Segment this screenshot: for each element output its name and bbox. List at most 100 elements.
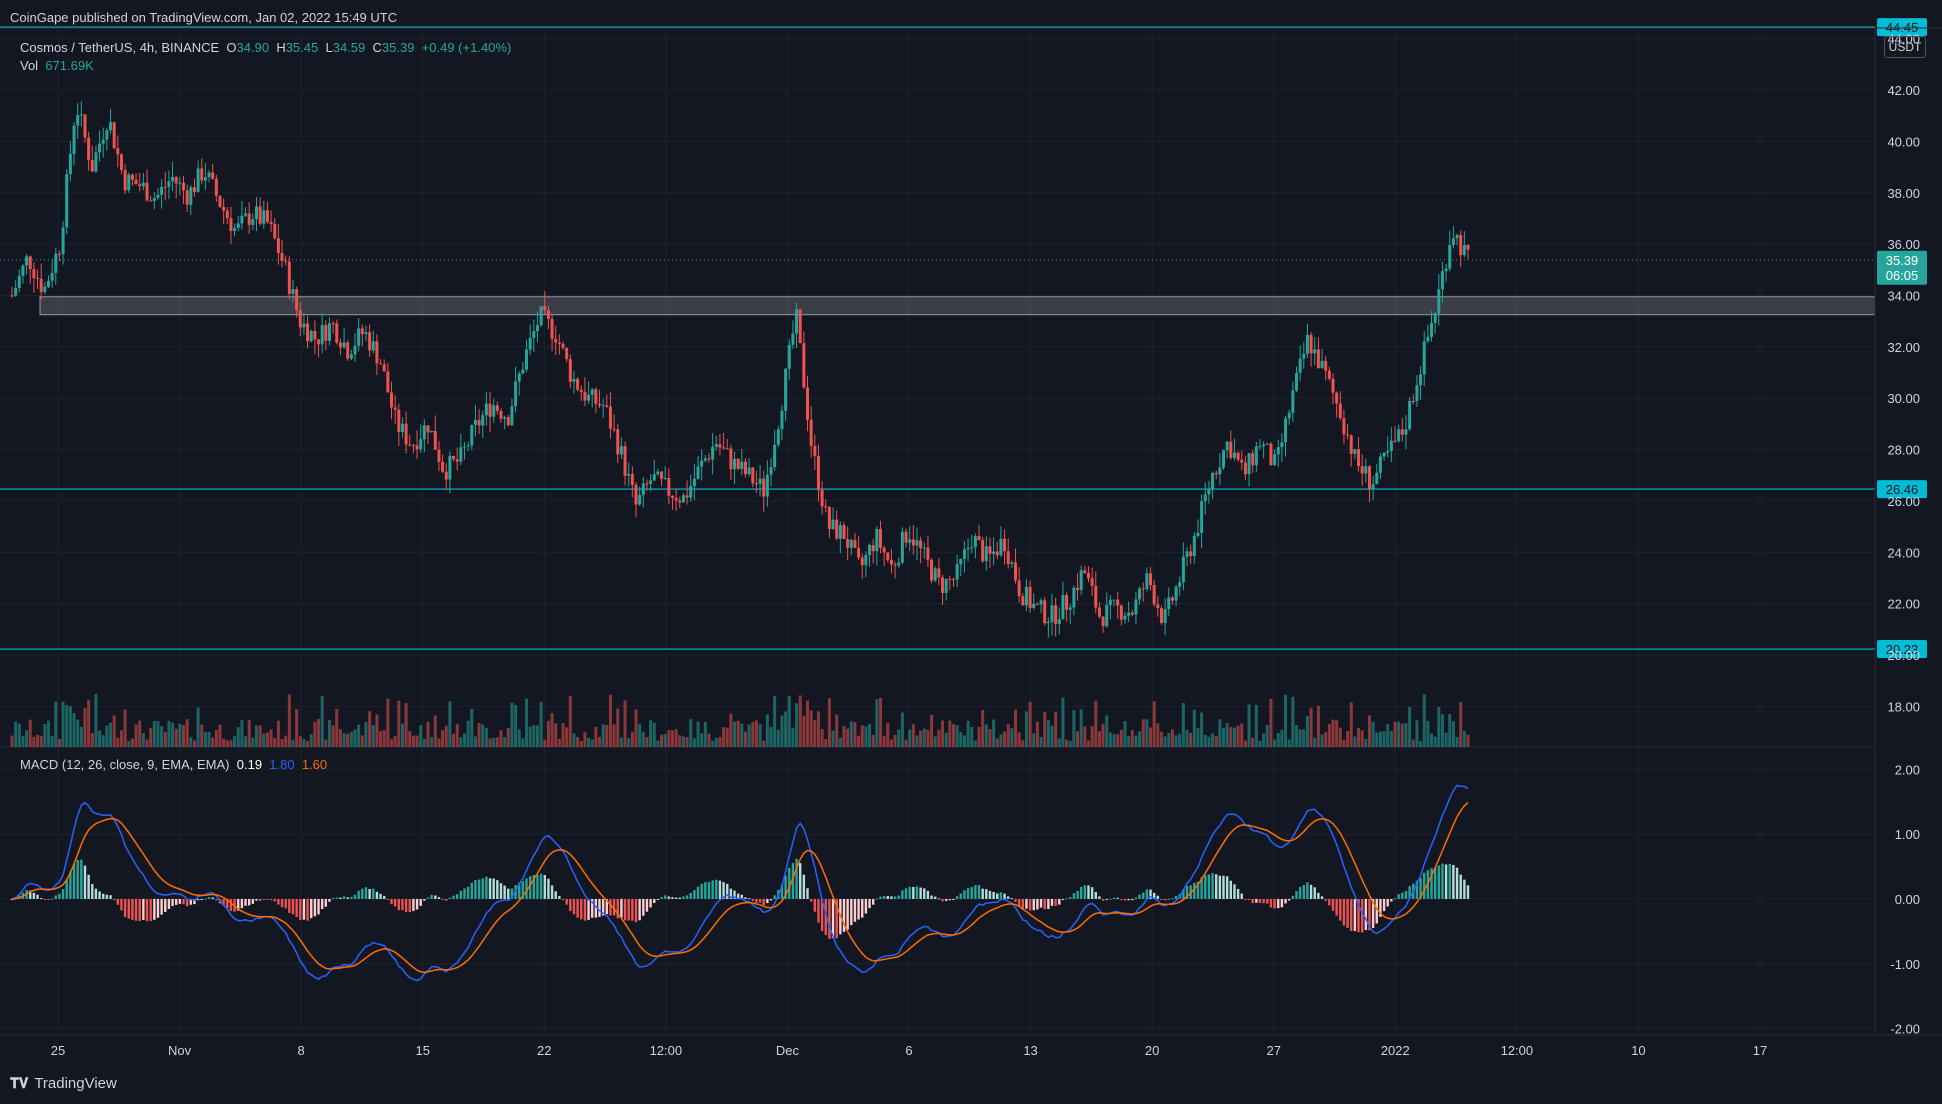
candle-body	[725, 448, 729, 450]
macd-histogram-bar	[76, 859, 79, 899]
volume-bar	[236, 727, 240, 747]
macd-legend[interactable]: MACD (12, 26, close, 9, EMA, EMA) 0.19 1…	[20, 757, 327, 772]
candle-body	[353, 345, 357, 355]
macd-histogram-bar	[700, 883, 703, 899]
volume-bar	[484, 727, 488, 747]
candle-body	[313, 330, 317, 340]
candle-body	[689, 485, 693, 498]
volume-bar	[430, 736, 434, 747]
volume-bar	[623, 700, 627, 747]
macd-histogram-bar	[612, 898, 616, 916]
volume-legend: Vol 671.69K	[20, 58, 94, 73]
candle-body	[878, 529, 882, 548]
macd-histogram-bar	[94, 888, 98, 899]
candle-body	[1371, 484, 1375, 490]
volume-bar	[849, 721, 853, 747]
volume-bar	[919, 730, 923, 747]
candle-body	[1101, 616, 1105, 627]
volume-bar	[601, 724, 605, 747]
tradingview-footer[interactable]: 𝐓𝐕 TradingView	[10, 1075, 117, 1092]
macd-histogram-bar	[507, 888, 510, 899]
macd-histogram-bar	[160, 898, 163, 915]
candle-body	[54, 253, 58, 273]
candle-body	[284, 260, 288, 262]
volume-bar	[1170, 729, 1174, 747]
volume-bar	[868, 723, 872, 747]
macd-histogram-bar	[678, 897, 681, 899]
volume-bar	[284, 735, 288, 747]
candle-body	[521, 369, 525, 374]
macd-histogram-bar	[1313, 887, 1316, 899]
macd-histogram-bar	[736, 893, 740, 899]
volume-bar	[1222, 727, 1226, 747]
candle-body	[87, 137, 91, 161]
macd-histogram-bar	[518, 882, 521, 899]
macd-histogram-bar	[758, 898, 762, 903]
macd-histogram-bar	[897, 895, 900, 899]
macd-histogram-bar	[386, 898, 390, 900]
macd-histogram-bar	[189, 898, 193, 905]
macd-histogram-bar	[539, 873, 543, 899]
volume-bar	[765, 714, 769, 747]
volume-bar	[1065, 739, 1069, 747]
volume-bar	[838, 737, 842, 747]
candle-body	[1003, 538, 1007, 552]
volume-bar	[514, 704, 518, 747]
macd-histogram-bar	[288, 898, 291, 913]
volume-bar	[579, 740, 583, 747]
candle-body	[889, 559, 893, 565]
volume-bar	[1397, 721, 1401, 747]
candles[interactable]	[10, 101, 1470, 638]
volume-bar	[1335, 720, 1339, 747]
volume-bar	[76, 719, 80, 747]
macd-histogram-bar	[1320, 896, 1324, 899]
candle-body	[141, 182, 145, 187]
candle-body	[1397, 429, 1401, 442]
macd-histogram-bar	[1459, 874, 1462, 899]
volume-bar	[915, 735, 919, 747]
candle-body	[189, 187, 193, 205]
volume-bar	[568, 696, 572, 747]
candle-body	[1127, 612, 1131, 616]
candle-body	[933, 568, 937, 581]
candle-body	[1039, 600, 1043, 605]
volume-bar	[1367, 715, 1371, 747]
volume-bar	[1400, 723, 1404, 747]
candle-body	[619, 446, 623, 455]
currency-button[interactable]: USDT	[1884, 36, 1926, 58]
candle-body	[1170, 597, 1174, 601]
volume-bar	[1149, 727, 1153, 747]
candle-body	[437, 449, 441, 462]
volume-bar	[327, 720, 331, 747]
volume-bar	[46, 720, 50, 747]
candle-body	[79, 114, 83, 116]
macd-histogram-bar	[904, 888, 908, 899]
candle-body	[1444, 268, 1448, 272]
candle-body	[853, 539, 857, 548]
macd-histogram-bar	[1145, 889, 1149, 899]
volume-bar	[977, 726, 981, 747]
macd-histogram-bar	[477, 879, 481, 899]
volume-bar	[134, 724, 138, 747]
candle-body	[1035, 603, 1039, 605]
candle-body	[119, 154, 123, 170]
candle-body	[470, 424, 474, 446]
volume-bar	[247, 719, 251, 747]
volume-bar	[364, 721, 368, 747]
volume-bar	[1003, 731, 1007, 747]
volume-bar	[1072, 710, 1076, 747]
macd-histogram-bar	[1204, 875, 1207, 899]
macd-histogram-bar	[251, 898, 255, 904]
candle-body	[1422, 341, 1426, 375]
volume-bar	[233, 735, 237, 747]
macd-histogram-bar	[1397, 894, 1400, 899]
macd-histogram-bar	[667, 896, 671, 899]
symbol-name[interactable]: Cosmos / TetherUS, 4h, BINANCE	[20, 40, 220, 55]
candle-body	[36, 278, 40, 280]
volume-bar	[627, 738, 631, 747]
macd-histogram-bar	[1112, 897, 1116, 899]
macd-histogram-bar	[948, 898, 952, 901]
macd-histogram-bar	[751, 898, 754, 901]
candle-body	[656, 471, 660, 475]
